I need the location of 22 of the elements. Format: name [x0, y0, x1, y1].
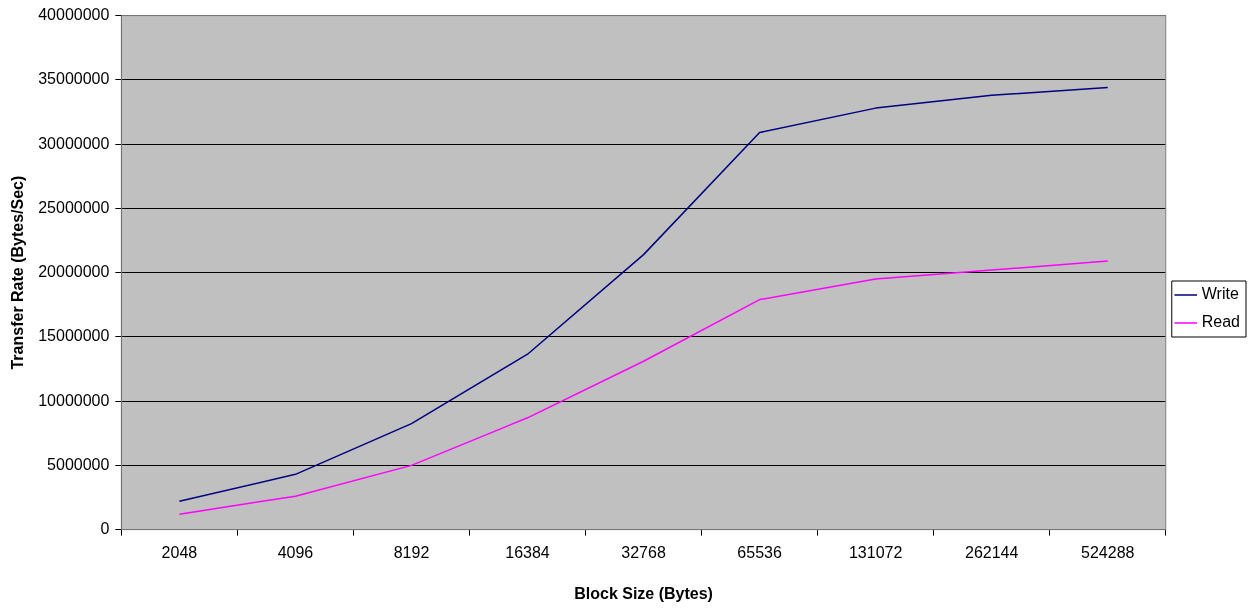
- y-tick-label: 40000000: [38, 6, 110, 24]
- y-tick-label: 35000000: [38, 70, 110, 88]
- x-tick-label: 16384: [505, 543, 550, 561]
- x-tick-label: 262144: [964, 543, 1019, 561]
- y-axis-title: Transfer Rate (Bytes/Sec): [9, 175, 27, 370]
- y-tick-label: 15000000: [38, 327, 110, 345]
- y-tick-label: 20000000: [38, 263, 110, 281]
- x-tick-label: 32768: [621, 543, 666, 561]
- y-tick-label: 30000000: [38, 134, 110, 152]
- y-tick-label: 25000000: [38, 198, 110, 216]
- x-tick-label: 65536: [737, 543, 782, 561]
- x-tick-label: 8192: [393, 543, 430, 561]
- legend-label: Write: [1201, 285, 1239, 303]
- y-tick-label: 0: [100, 520, 110, 538]
- y-tick-label: 10000000: [38, 391, 110, 409]
- x-tick-label: 4096: [277, 543, 314, 561]
- x-axis-title: Block Size (Bytes): [574, 584, 713, 602]
- x-tick-label: 2048: [161, 543, 198, 561]
- y-tick-label: 5000000: [47, 455, 110, 473]
- x-tick-label: 131072: [848, 543, 903, 561]
- x-tick-label: 524288: [1081, 543, 1135, 561]
- legend-label: Read: [1201, 313, 1240, 331]
